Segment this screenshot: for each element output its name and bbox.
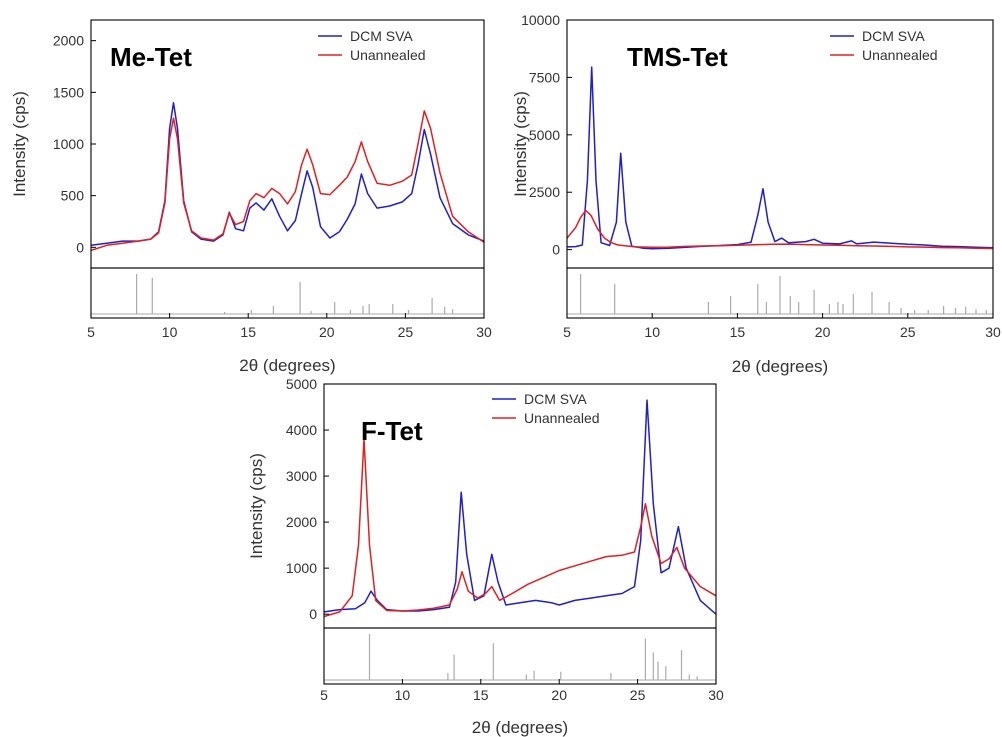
x-tick-label: 20 [319,324,335,340]
y-axis-title: Intensity (cps) [511,91,530,197]
x-tick-label: 5 [563,324,571,340]
reference-plot-frame [323,627,717,685]
x-tick-label: 5 [320,687,328,703]
chart-panel-3: 0 1000 2000 3000 4000 5000 5 10 15 20 25 30 2θ (degr… [247,376,724,737]
x-tick-label: 10 [395,687,411,703]
y-tick-label: 10000 [521,12,560,28]
chart-panel-2: 0 2500 5000 7500 10000 5 10 15 20 25 30 2θ (degrees… [511,12,1001,376]
x-tick-label: 20 [551,687,567,703]
panel-title: Me-Tet [110,42,192,72]
x-tick-label: 25 [900,324,916,340]
x-tick-label: 10 [162,324,178,340]
legend-label: DCM SVA [862,28,925,44]
y-tick-label: 1000 [286,560,317,576]
reference-plot-frame [566,267,994,319]
reference-plot-frame [90,267,485,319]
y-tick-label: 3000 [286,468,317,484]
x-tick-label: 15 [730,324,746,340]
series-line-unannealed [324,438,716,618]
legend-label: DCM SVA [524,391,587,407]
y-tick-label: 1000 [53,136,84,152]
x-tick-label: 5 [87,324,95,340]
y-axis-title: Intensity (cps) [247,453,266,559]
y-tick-label: 7500 [529,69,560,85]
y-tick-label: 2000 [53,33,84,49]
panel-title: TMS-Tet [627,42,728,72]
y-tick-label: 0 [309,606,317,622]
x-tick-label: 20 [815,324,831,340]
series-line-dcm-sva [567,66,993,250]
x-axis-title: 2θ (degrees) [239,356,335,375]
legend-label: Unannealed [350,47,426,63]
y-tick-label: 2500 [529,184,560,200]
series-line-dcm-sva [91,101,484,247]
y-tick-label: 2000 [286,514,317,530]
y-tick-label: 5000 [286,376,317,392]
x-axis-title: 2θ (degrees) [732,357,828,376]
series-line-unannealed [567,209,993,250]
series-line-unannealed [91,110,484,252]
legend-label: Unannealed [862,47,938,63]
x-tick-label: 15 [240,324,256,340]
legend-label: DCM SVA [350,28,413,44]
y-tick-label: 1500 [53,84,84,100]
x-tick-label: 25 [630,687,646,703]
panel-title: F-Tet [361,416,423,446]
y-tick-label: 0 [76,239,84,255]
y-tick-label: 4000 [286,422,317,438]
x-tick-label: 30 [708,687,724,703]
x-tick-label: 15 [473,687,489,703]
legend-label: Unannealed [524,410,600,426]
y-tick-label: 5000 [529,127,560,143]
x-axis-title: 2θ (degrees) [472,718,568,737]
x-tick-label: 30 [476,324,492,340]
y-tick-label: 500 [61,188,85,204]
chart-panel-1: 0 500 1000 1500 2000 5 10 15 20 25 30 2θ (degrees) I… [10,19,492,375]
y-tick-label: 0 [552,242,560,258]
y-axis-title: Intensity (cps) [10,91,29,197]
x-tick-label: 30 [985,324,1001,340]
x-tick-label: 10 [644,324,660,340]
x-tick-label: 25 [398,324,414,340]
